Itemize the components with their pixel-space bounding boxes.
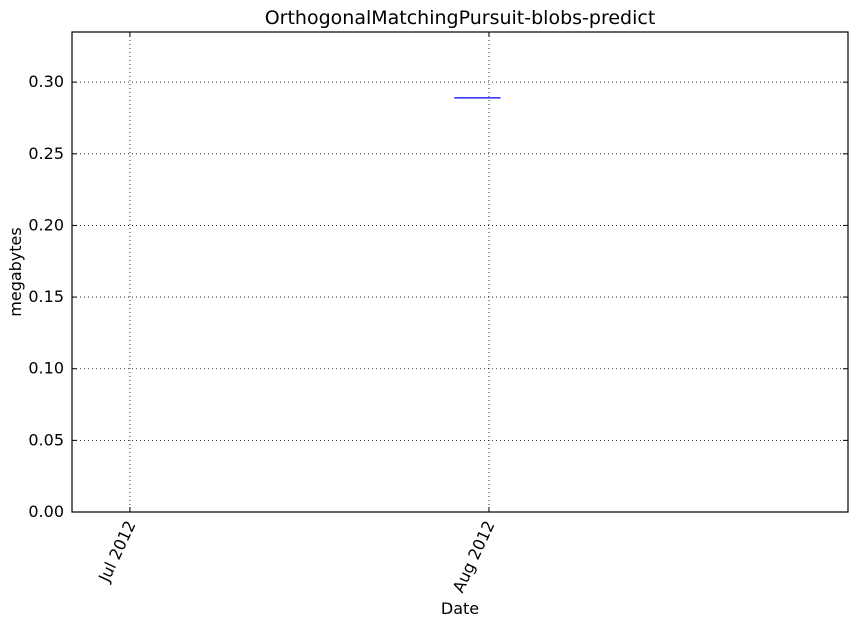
x-tick-label: Aug 2012 (449, 518, 499, 596)
y-tick-label: 0.00 (28, 502, 64, 521)
chart-title: OrthogonalMatchingPursuit-blobs-predict (265, 7, 656, 29)
x-axis-label: Date (441, 599, 479, 618)
x-tick-label: Jul 2012 (94, 518, 139, 586)
grid (72, 32, 848, 513)
y-tick-label: 0.20 (28, 215, 64, 234)
y-tick-label: 0.05 (28, 430, 64, 449)
y-tick-label: 0.10 (28, 359, 64, 378)
y-tick-label: 0.30 (28, 72, 64, 91)
y-tick-label: 0.25 (28, 144, 64, 163)
x-axis: Jul 2012 Aug 2012 (94, 32, 499, 596)
y-axis: 0.00 0.05 0.10 0.15 0.20 0.25 0.30 (28, 72, 848, 521)
y-tick-label: 0.15 (28, 287, 64, 306)
plot-frame (71, 31, 849, 513)
y-axis-label: megabytes (6, 227, 25, 316)
